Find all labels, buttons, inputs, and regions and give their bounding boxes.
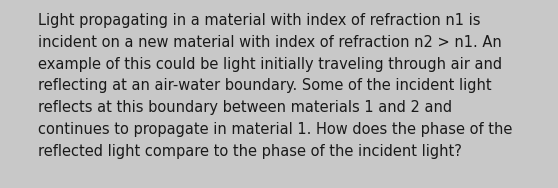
Text: example of this could be light initially traveling through air and: example of this could be light initially… <box>38 57 502 72</box>
Text: continues to propagate in material 1. How does the phase of the: continues to propagate in material 1. Ho… <box>38 122 512 137</box>
Text: incident on a new material with index of refraction n2 > n1. An: incident on a new material with index of… <box>38 35 502 50</box>
Text: reflects at this boundary between materials 1 and 2 and: reflects at this boundary between materi… <box>38 100 452 115</box>
Text: reflecting at an air-water boundary. Some of the incident light: reflecting at an air-water boundary. Som… <box>38 78 492 93</box>
Text: reflected light compare to the phase of the incident light?: reflected light compare to the phase of … <box>38 144 462 159</box>
Text: Light propagating in a material with index of refraction n1 is: Light propagating in a material with ind… <box>38 13 480 28</box>
